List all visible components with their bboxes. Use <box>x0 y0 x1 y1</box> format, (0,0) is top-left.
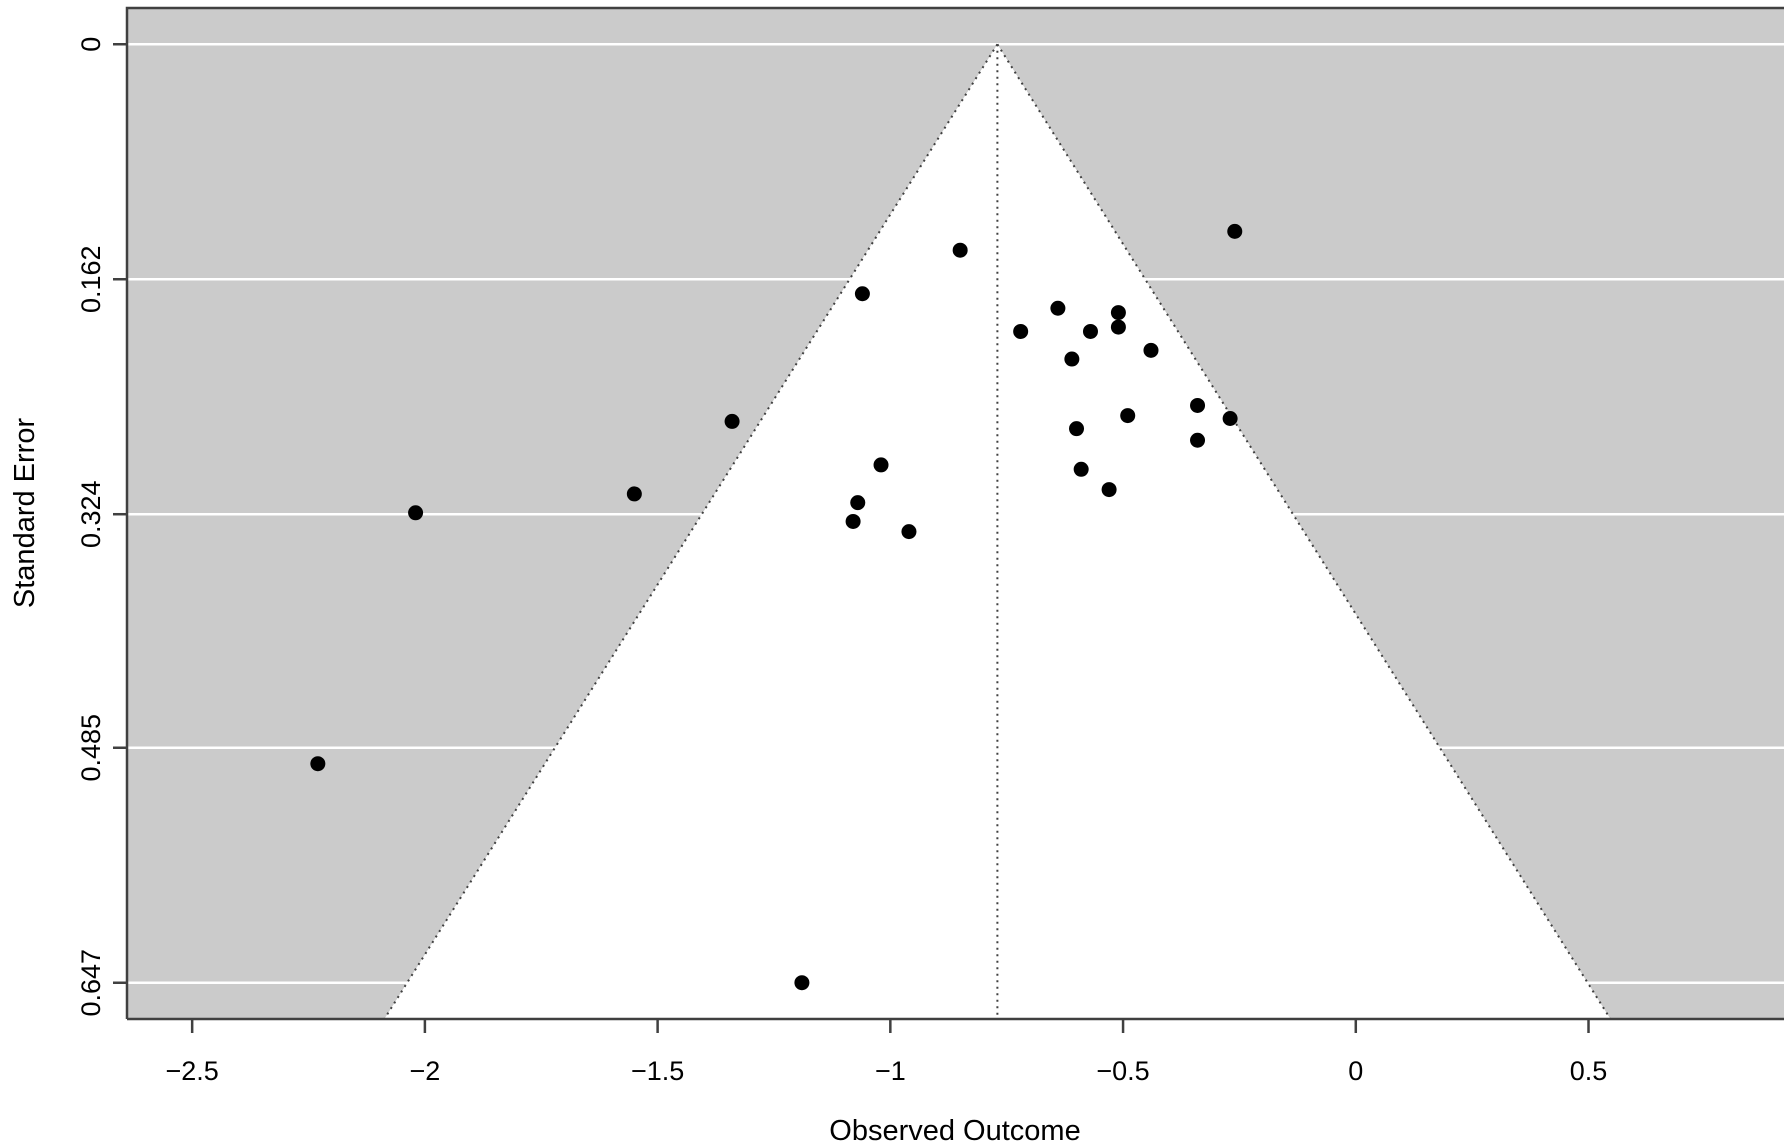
x-tick-label: −2.5 <box>166 1056 219 1086</box>
data-point <box>1222 410 1238 426</box>
y-tick-label: 0.324 <box>76 480 106 548</box>
y-tick-label: 0.485 <box>76 714 106 782</box>
x-axis-title: Observed Outcome <box>829 1115 1080 1147</box>
data-point <box>845 513 861 529</box>
data-point <box>850 495 866 511</box>
y-tick-label: 0.647 <box>76 949 106 1017</box>
y-tick-label: 0.162 <box>76 245 106 313</box>
data-point <box>1101 482 1117 498</box>
funnel-confidence-region <box>384 44 1611 1019</box>
data-point <box>952 242 968 258</box>
data-point <box>1120 408 1136 424</box>
data-point <box>794 975 810 991</box>
y-axis-title: Standard Error <box>9 418 41 609</box>
data-point <box>1190 432 1206 448</box>
plot-border <box>125 6 1784 1021</box>
data-point <box>854 286 870 302</box>
data-point <box>1110 319 1126 335</box>
data-point <box>310 756 326 772</box>
gridlines-layer <box>127 43 1784 984</box>
data-point <box>1143 342 1159 358</box>
data-point <box>1190 397 1206 413</box>
data-point <box>1064 351 1080 367</box>
x-tick-label: 0.5 <box>1570 1056 1608 1086</box>
data-point <box>901 524 917 540</box>
x-tick-label: 0 <box>1348 1056 1363 1086</box>
data-point <box>1227 223 1243 239</box>
x-tick-label: −1.5 <box>631 1056 684 1086</box>
data-point <box>1082 323 1098 339</box>
data-point <box>408 505 424 521</box>
axes-layer: −2.5 −2 −1.5 −1 −0.5 0 0.5 0 0.162 0.324 0.485 0.64… <box>76 6 1784 1086</box>
data-point <box>1069 421 1085 437</box>
data-points-layer <box>310 223 1243 991</box>
data-point <box>626 486 642 502</box>
data-point <box>1073 461 1089 477</box>
data-point <box>1110 305 1126 321</box>
x-tick-label: −0.5 <box>1096 1056 1149 1086</box>
y-tick-label: 0 <box>76 37 106 52</box>
data-point <box>1013 323 1029 339</box>
data-point <box>873 457 889 473</box>
data-point <box>724 413 740 429</box>
data-point <box>1050 300 1066 316</box>
x-tick-label: −1 <box>875 1056 906 1086</box>
x-tick-label: −2 <box>409 1056 440 1086</box>
